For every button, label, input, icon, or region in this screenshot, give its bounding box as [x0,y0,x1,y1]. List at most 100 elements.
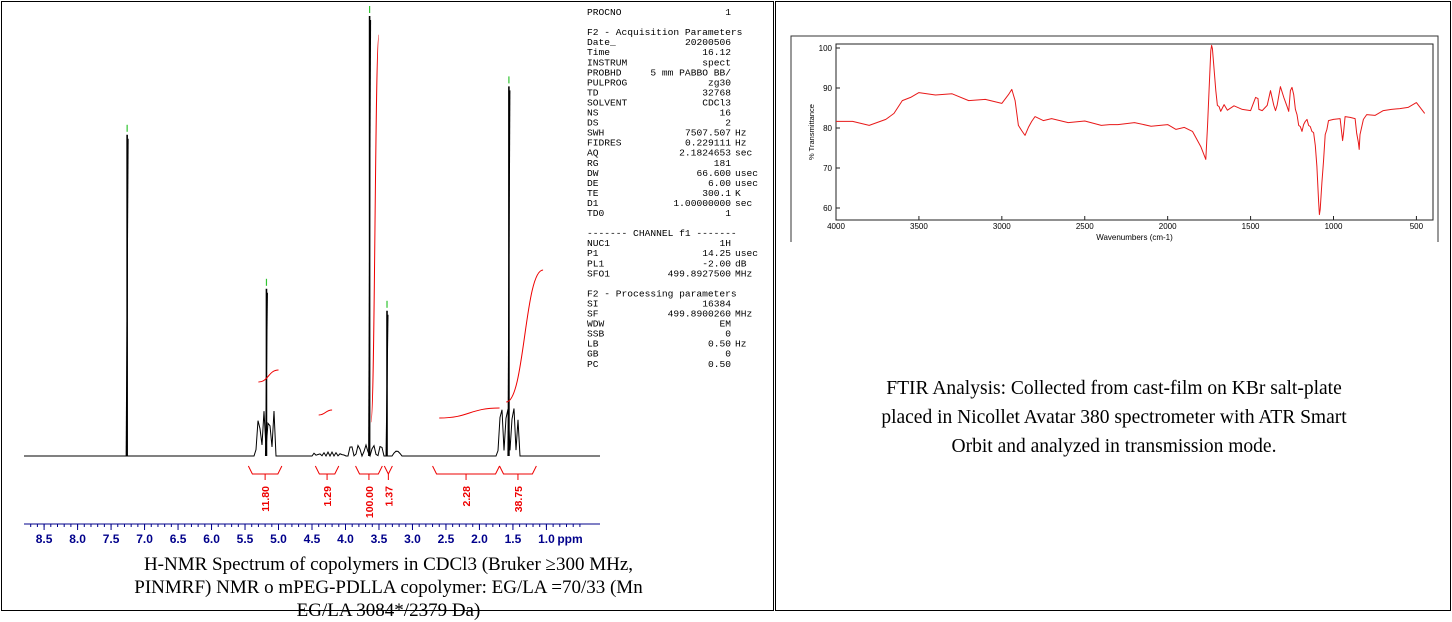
nmr-param-unit: usec [735,178,758,189]
nmr-param-name: Date_ [587,37,616,48]
nmr-param-unit: Hz [735,339,747,350]
nmr-param-name: AQ [587,148,599,159]
nmr-tick-label: 5.0 [270,532,287,546]
nmr-tick-label: 5.5 [237,532,254,546]
nmr-param-unit: usec [735,168,758,179]
nmr-param-value: 16384 [702,298,731,309]
nmr-param-value: 16 [719,108,731,119]
nmr-param-unit: sec [735,198,753,209]
nmr-integral-label: 2.28 [461,486,473,507]
nmr-integral-curve [506,269,544,403]
ftir-x-tick-label: 2500 [1076,222,1094,231]
nmr-param-name: SOLVENT [587,97,628,108]
ftir-y-tick-label: 90 [823,84,832,93]
nmr-param-name: LB [587,339,599,350]
nmr-param-value: -2.00 [702,258,731,269]
nmr-param-name: PC [587,359,599,370]
ftir-x-tick-label: 500 [1410,222,1424,231]
ftir-caption-line: FTIR Analysis: Collected from cast-film … [886,378,1342,399]
nmr-param-name: NS [587,108,599,119]
nmr-param-value: 6.00 [708,178,731,189]
nmr-integral-label: 100.00 [364,486,376,518]
nmr-param-value: 1 [725,7,731,18]
ftir-x-axis-label: Wavenumbers (cm-1) [1096,233,1173,242]
nmr-param-name: SWH [587,128,604,139]
ftir-frame [790,35,1439,242]
nmr-param-name: SF [587,309,599,320]
nmr-param-value: zg30 [708,77,731,88]
nmr-integral-label: 38.75 [513,486,525,512]
nmr-integral-label: 1.29 [322,486,334,507]
nmr-param-heading: F2 - Processing parameters [587,288,737,299]
nmr-peak-shoulder [368,19,372,457]
nmr-param-value: 5 mm PABBO BB/ [650,67,731,78]
nmr-param-value: 2 [725,118,731,129]
nmr-param-heading: ------- CHANNEL f1 ------- [587,228,737,239]
nmr-param-unit: MHz [735,309,752,320]
nmr-param-value: 7507.507 [685,128,731,139]
nmr-integral-bracket [355,465,383,475]
nmr-tick-label: 3.0 [404,532,421,546]
ftir-x-tick-label: 4000 [827,222,845,231]
nmr-param-value: 0.50 [708,359,731,370]
nmr-panel: 11.80 1.29 100.00 1.37 2.28 38.75 8.5 8.0 7.5 7.0… [1,1,774,621]
ftir-caption: FTIR Analysis: Collected from cast-film … [776,374,1452,461]
nmr-param-name: PL1 [587,258,605,269]
nmr-param-value: 0.50 [708,339,731,350]
nmr-param-value: 499.8900260 [668,309,732,320]
nmr-param-value: 66.600 [696,168,731,179]
nmr-integral-label: 11.80 [260,486,272,512]
nmr-param-value: 2.1824653 [679,148,731,159]
nmr-param-name: FIDRES [587,138,622,149]
nmr-integral-label: 1.37 [383,486,395,507]
nmr-tick-label: 1.0 [538,532,555,546]
nmr-param-name: TD0 [587,208,605,219]
nmr-param-name: GB [587,349,599,360]
nmr-integral-bracket [432,465,500,475]
nmr-param-name: DS [587,118,599,129]
nmr-param-name: RG [587,158,599,169]
nmr-param-name: DE [587,178,599,189]
nmr-tick-label: 4.5 [304,532,321,546]
nmr-param-value: 16.12 [702,47,731,58]
nmr-tick-label: 8.0 [69,532,86,546]
nmr-integral-curve [258,369,279,383]
ftir-plot-area [835,43,1434,221]
ftir-y-axis-label: % Transmittance [807,104,816,160]
nmr-caption-line: H-NMR Spectrum of copolymers in CDCl3 (B… [143,554,634,575]
nmr-param-name: DW [587,168,599,179]
nmr-param-value: CDCl3 [702,97,731,108]
nmr-param-unit: Hz [735,128,747,139]
nmr-tick-label: 7.0 [136,532,153,546]
nmr-param-name: TD [587,87,599,98]
nmr-caption-line: EG/LA 3084*/2379 Da) [296,600,481,621]
ftir-y-tick-label: 80 [823,124,832,133]
nmr-param-value: 0.229111 [685,138,731,149]
ftir-transmittance-line [836,44,1426,216]
nmr-param-unit: MHz [735,268,752,279]
nmr-integral-curve [370,34,380,423]
nmr-param-value: EM [719,319,731,330]
ftir-y-tick-label: 60 [823,204,832,213]
nmr-param-value: 499.8927500 [668,268,732,279]
nmr-tick-label: 3.5 [371,532,388,546]
nmr-param-value: 181 [714,158,732,169]
nmr-param-name: D1 [587,198,599,209]
nmr-spectrum-chart: 11.80 1.29 100.00 1.37 2.28 38.75 8.5 8.0 7.5 7.0… [24,6,758,546]
nmr-param-value: 1 [725,208,731,219]
nmr-peak-shoulder [507,90,511,457]
nmr-tick-label: 6.5 [170,532,187,546]
nmr-param-name: TE [587,188,599,199]
nmr-tick-label: 2.0 [471,532,488,546]
nmr-param-name: INSTRUM [587,57,628,68]
ftir-x-tick-label: 3500 [910,222,928,231]
nmr-tick-label: 8.5 [36,532,53,546]
nmr-peak-shoulder [264,292,268,457]
ftir-x-tick-label: 1000 [1325,222,1343,231]
ftir-x-tick-label: 3000 [993,222,1011,231]
ftir-y-tick-label: 100 [819,44,833,53]
nmr-integral-bracket [247,465,283,475]
nmr-param-value: 20200506 [685,37,731,48]
nmr-tick-label: 7.5 [103,532,120,546]
nmr-integral-curve [439,407,500,419]
